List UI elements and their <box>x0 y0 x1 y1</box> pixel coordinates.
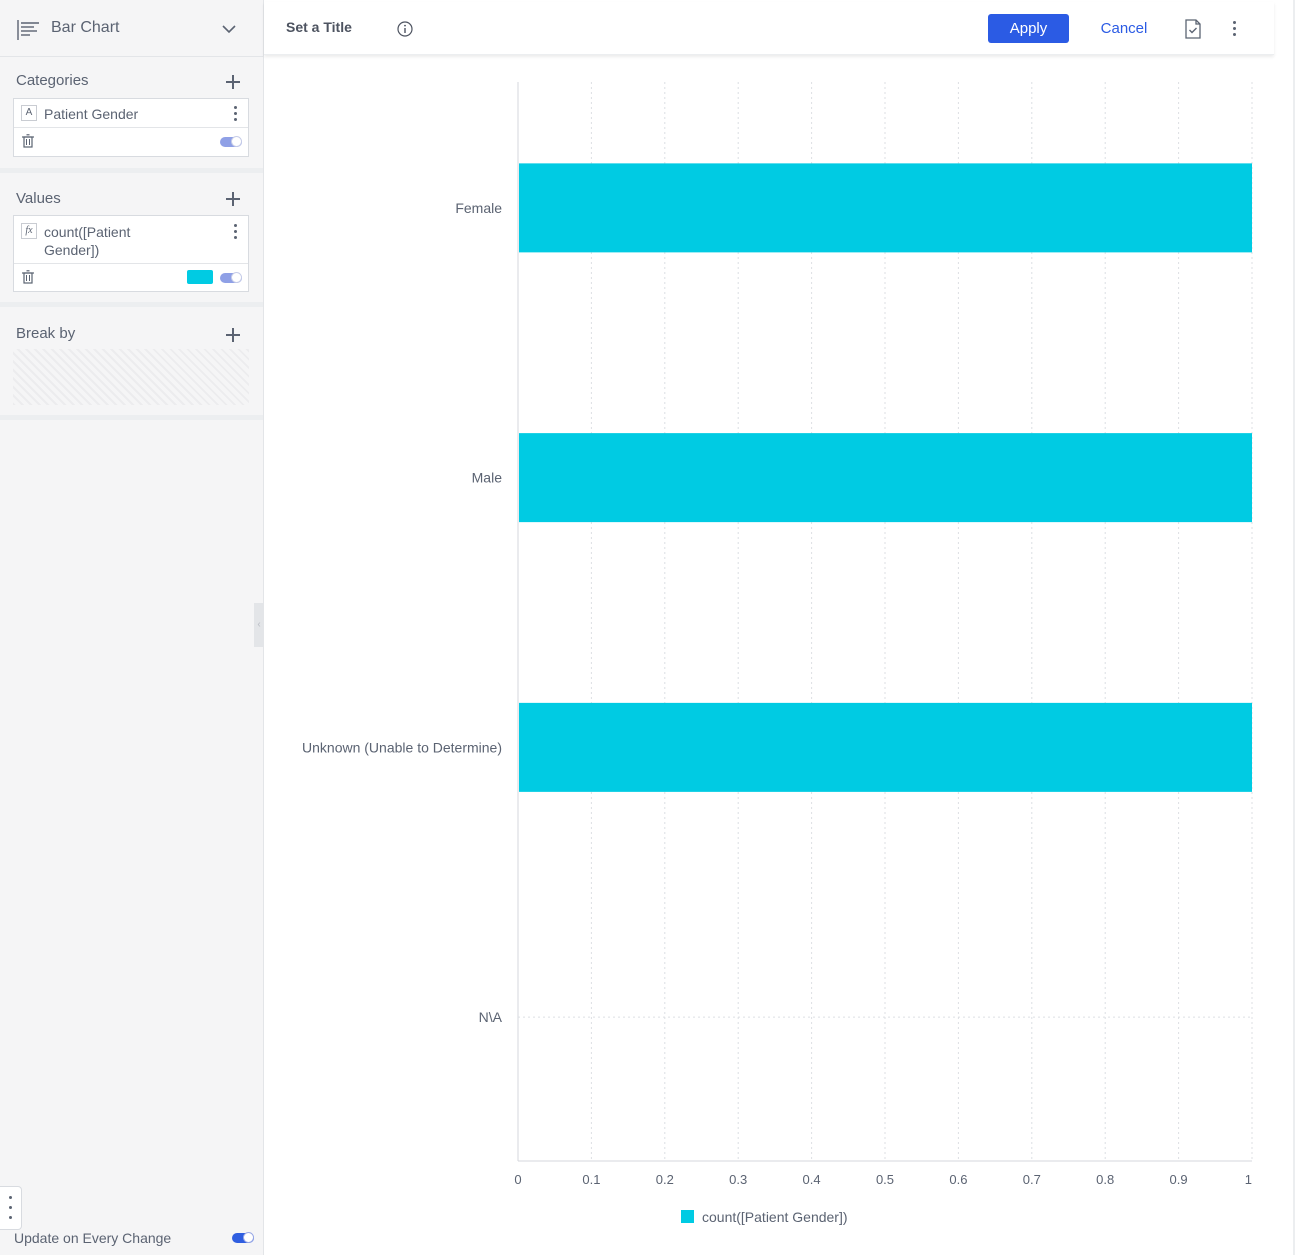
bar-chart: 0 0.1 0.2 0.3 0.4 0.5 0.6 0.7 0.8 0.9 1 Female Male U… <box>302 82 1253 1225</box>
divider <box>14 263 248 264</box>
value-field-row[interactable]: fx count([Patient Gender]) <box>14 216 248 263</box>
bar <box>519 163 1252 253</box>
trash-icon[interactable] <box>22 134 34 148</box>
x-tick-label: 0 <box>514 1172 521 1187</box>
chevron-down-icon[interactable] <box>221 23 237 35</box>
categories-title: Categories <box>16 72 89 89</box>
values-panel: Values fx count([Patient Gender]) <box>0 173 263 307</box>
category-field-name: Patient Gender <box>44 106 139 122</box>
x-tick-label: 0.3 <box>729 1172 747 1187</box>
legend-swatch <box>681 1210 694 1223</box>
info-icon[interactable] <box>397 21 413 37</box>
text-type-icon: A <box>21 105 37 121</box>
category-label: Female <box>455 200 502 216</box>
editor-header: Set a Title Apply Cancel <box>264 2 1274 55</box>
bar-chart-icon <box>17 20 39 40</box>
x-tick-label: 0.7 <box>1023 1172 1041 1187</box>
more-options-icon[interactable] <box>1233 21 1237 37</box>
update-on-change-label: Update on Every Change <box>14 1230 172 1246</box>
value-field-menu-icon[interactable] <box>234 224 238 240</box>
update-on-change-toggle[interactable] <box>232 1232 254 1243</box>
legend-label: count([Patient Gender]) <box>702 1209 848 1225</box>
right-edge-border <box>1293 0 1295 1255</box>
divider <box>14 127 248 128</box>
collapse-sidebar-handle[interactable]: ‹ <box>254 603 264 647</box>
category-visibility-toggle[interactable] <box>220 136 242 147</box>
add-category-icon[interactable] <box>226 75 240 89</box>
x-tick-label: 0.2 <box>656 1172 674 1187</box>
x-tick-label: 1 <box>1245 1172 1252 1187</box>
x-tick-label: 0.1 <box>582 1172 600 1187</box>
formula-type-icon: fx <box>21 223 37 239</box>
value-field-name-line1: count([Patient <box>44 224 131 240</box>
add-break-by-icon[interactable] <box>226 328 240 342</box>
x-tick-label: 0.9 <box>1170 1172 1188 1187</box>
add-value-icon[interactable] <box>226 192 240 206</box>
value-visibility-toggle[interactable] <box>220 272 242 283</box>
series-color-swatch[interactable] <box>187 270 213 284</box>
save-document-icon[interactable] <box>1184 19 1202 39</box>
bar <box>519 433 1252 523</box>
x-tick-label: 0.8 <box>1096 1172 1114 1187</box>
x-tick-label: 0.5 <box>876 1172 894 1187</box>
chart-type-label: Bar Chart <box>51 19 120 36</box>
category-field-menu-icon[interactable] <box>234 106 238 122</box>
category-label: Unknown (Unable to Determine) <box>302 739 502 755</box>
break-by-dropzone[interactable] <box>13 349 249 405</box>
trash-icon[interactable] <box>22 270 34 284</box>
category-field-card: A Patient Gender <box>13 98 249 157</box>
category-label: Male <box>472 470 503 486</box>
categories-panel: Categories A Patient Gender <box>0 57 263 173</box>
sidebar: Bar Chart Categories A Patient Gender <box>0 0 264 1255</box>
values-title: Values <box>16 190 61 207</box>
break-by-title: Break by <box>16 325 76 342</box>
chart-type-selector[interactable]: Bar Chart <box>0 0 263 57</box>
cancel-button[interactable]: Cancel <box>1090 14 1158 43</box>
widget-title[interactable]: Set a Title <box>286 19 352 35</box>
value-field-card: fx count([Patient Gender]) <box>13 215 249 292</box>
x-tick-label: 0.4 <box>803 1172 821 1187</box>
category-field-row[interactable]: A Patient Gender <box>14 99 248 127</box>
apply-button[interactable]: Apply <box>988 14 1069 43</box>
sidebar-options-handle[interactable] <box>0 1186 22 1230</box>
x-tick-label: 0.6 <box>949 1172 967 1187</box>
category-label: N\A <box>479 1009 503 1025</box>
value-field-name-line2: Gender]) <box>44 242 100 258</box>
bar <box>519 702 1252 792</box>
